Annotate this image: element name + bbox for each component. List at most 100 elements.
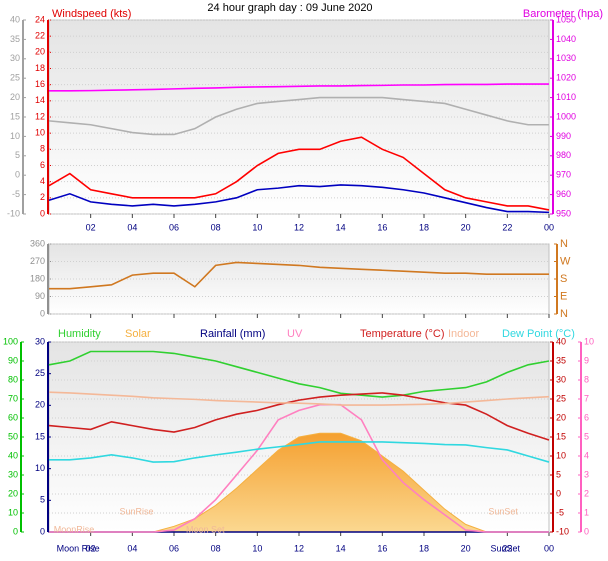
y-tick-label: 10 — [8, 507, 18, 517]
y3-tick-label: 25 — [10, 73, 20, 83]
y-tick-label: 12 — [35, 111, 45, 121]
y4-tick-label: 8 — [584, 374, 589, 384]
x-tick-label: 08 — [211, 543, 221, 553]
y4-tick-label: 0 — [584, 526, 589, 536]
y3-tick-label: 15 — [35, 431, 45, 441]
y-tick-label: 270 — [30, 256, 45, 266]
y-tick-label: 0 — [40, 308, 45, 318]
x-tick-label: 18 — [419, 222, 429, 232]
y-tick-label: 40 — [8, 450, 18, 460]
y-tick-label: 360 — [30, 238, 45, 248]
y4-tick-label: 2 — [584, 488, 589, 498]
y-tick-label: 22 — [35, 31, 45, 41]
y4-tick-label: 6 — [584, 412, 589, 422]
y2-tick-label: S — [560, 273, 567, 285]
legend-label: Dew Point (°C) — [502, 328, 575, 340]
y3-tick-label: 40 — [10, 14, 20, 24]
x-tick-label: 02 — [86, 543, 96, 553]
chart-title: 24 hour graph day : 09 June 2020 — [207, 2, 372, 14]
x-tick-label: 22 — [502, 222, 512, 232]
legend-label: Humidity — [58, 328, 101, 340]
y3-tick-label: -10 — [7, 208, 20, 218]
x-tick-label: 06 — [169, 222, 179, 232]
y-axis-title: Windspeed (kts) — [52, 8, 131, 20]
y3-tick-label: 0 — [15, 170, 20, 180]
x-tick-label: 04 — [127, 222, 137, 232]
y2-tick-label: 1000 — [556, 111, 576, 121]
y2-tick-label: 15 — [556, 431, 566, 441]
x-tick-label: 20 — [461, 222, 471, 232]
y2-tick-label: 5 — [556, 469, 561, 479]
y-tick-label: 6 — [40, 160, 45, 170]
y2-tick-label: 25 — [556, 393, 566, 403]
x-tick-label: 08 — [211, 222, 221, 232]
y2-tick-label: 35 — [556, 355, 566, 365]
x-tick-label: 06 — [169, 543, 179, 553]
x-tick-label: 18 — [419, 543, 429, 553]
line — [48, 350, 550, 398]
legend-label: Solar — [125, 328, 151, 340]
x-tick-label: 14 — [336, 222, 346, 232]
x-tick-label: 20 — [461, 543, 471, 553]
x-tick-label: 00 — [544, 222, 554, 232]
y2-tick-label: -10 — [556, 526, 569, 536]
y4-tick-label: 1 — [584, 507, 589, 517]
x-tick-label: 22 — [502, 543, 512, 553]
y-tick-label: 20 — [8, 488, 18, 498]
y2-tick-label: W — [560, 255, 571, 267]
y3-tick-label: -5 — [12, 189, 20, 199]
y2-tick-label: N — [560, 308, 568, 320]
x-tick-label: 12 — [294, 543, 304, 553]
legend-label: Rainfall (mm) — [200, 328, 265, 340]
y2-tick-label: 1030 — [556, 53, 576, 63]
y2-tick-label: 1040 — [556, 34, 576, 44]
axis-annotation: SunSet — [490, 543, 520, 553]
line — [49, 261, 549, 290]
y-tick-label: 70 — [8, 393, 18, 403]
line — [49, 403, 549, 533]
y2-tick-label: 10 — [556, 450, 566, 460]
annotation: SunSet — [488, 506, 518, 516]
y2-tick-label: 1010 — [556, 92, 576, 102]
y2-axis-title: Barometer (hpa) — [523, 8, 603, 20]
y4-tick-label: 10 — [584, 336, 594, 346]
y4-tick-label: 5 — [584, 431, 589, 441]
y3-tick-label: 30 — [35, 336, 45, 346]
y2-tick-label: 40 — [556, 336, 566, 346]
y4-tick-label: 7 — [584, 393, 589, 403]
y3-tick-label: 10 — [35, 463, 45, 473]
x-tick-label: 04 — [127, 543, 137, 553]
x-tick-label: 10 — [252, 543, 262, 553]
y2-tick-label: 960 — [556, 189, 571, 199]
y-tick-label: 80 — [8, 374, 18, 384]
y-tick-label: 4 — [40, 176, 45, 186]
y3-tick-label: 30 — [10, 53, 20, 63]
y-tick-label: 50 — [8, 431, 18, 441]
y4-tick-label: 4 — [584, 450, 589, 460]
legend-label: UV — [287, 328, 303, 340]
y-tick-label: 180 — [30, 273, 45, 283]
y3-tick-label: 20 — [35, 400, 45, 410]
y3-tick-label: 25 — [35, 368, 45, 378]
y2-tick-label: -5 — [556, 507, 564, 517]
y2-tick-label: 0 — [556, 488, 561, 498]
y3-tick-label: 5 — [40, 495, 45, 505]
y2-tick-label: 950 — [556, 208, 571, 218]
y3-tick-label: 15 — [10, 111, 20, 121]
y4-tick-label: 3 — [584, 469, 589, 479]
line — [48, 391, 550, 406]
x-tick-label: 00 — [544, 543, 554, 553]
y-tick-label: 10 — [35, 128, 45, 138]
annotation: Moon Set — [186, 524, 225, 534]
y2-tick-label: 1020 — [556, 73, 576, 83]
line — [48, 136, 550, 211]
y-tick-label: 0 — [13, 526, 18, 536]
y-tick-label: 24 — [35, 14, 45, 24]
line — [48, 392, 550, 441]
y2-tick-label: 30 — [556, 374, 566, 384]
x-tick-label: 12 — [294, 222, 304, 232]
y3-tick-label: 20 — [10, 92, 20, 102]
y-tick-label: 60 — [8, 412, 18, 422]
y-tick-label: 16 — [35, 79, 45, 89]
annotation: MoonRise — [54, 524, 95, 534]
